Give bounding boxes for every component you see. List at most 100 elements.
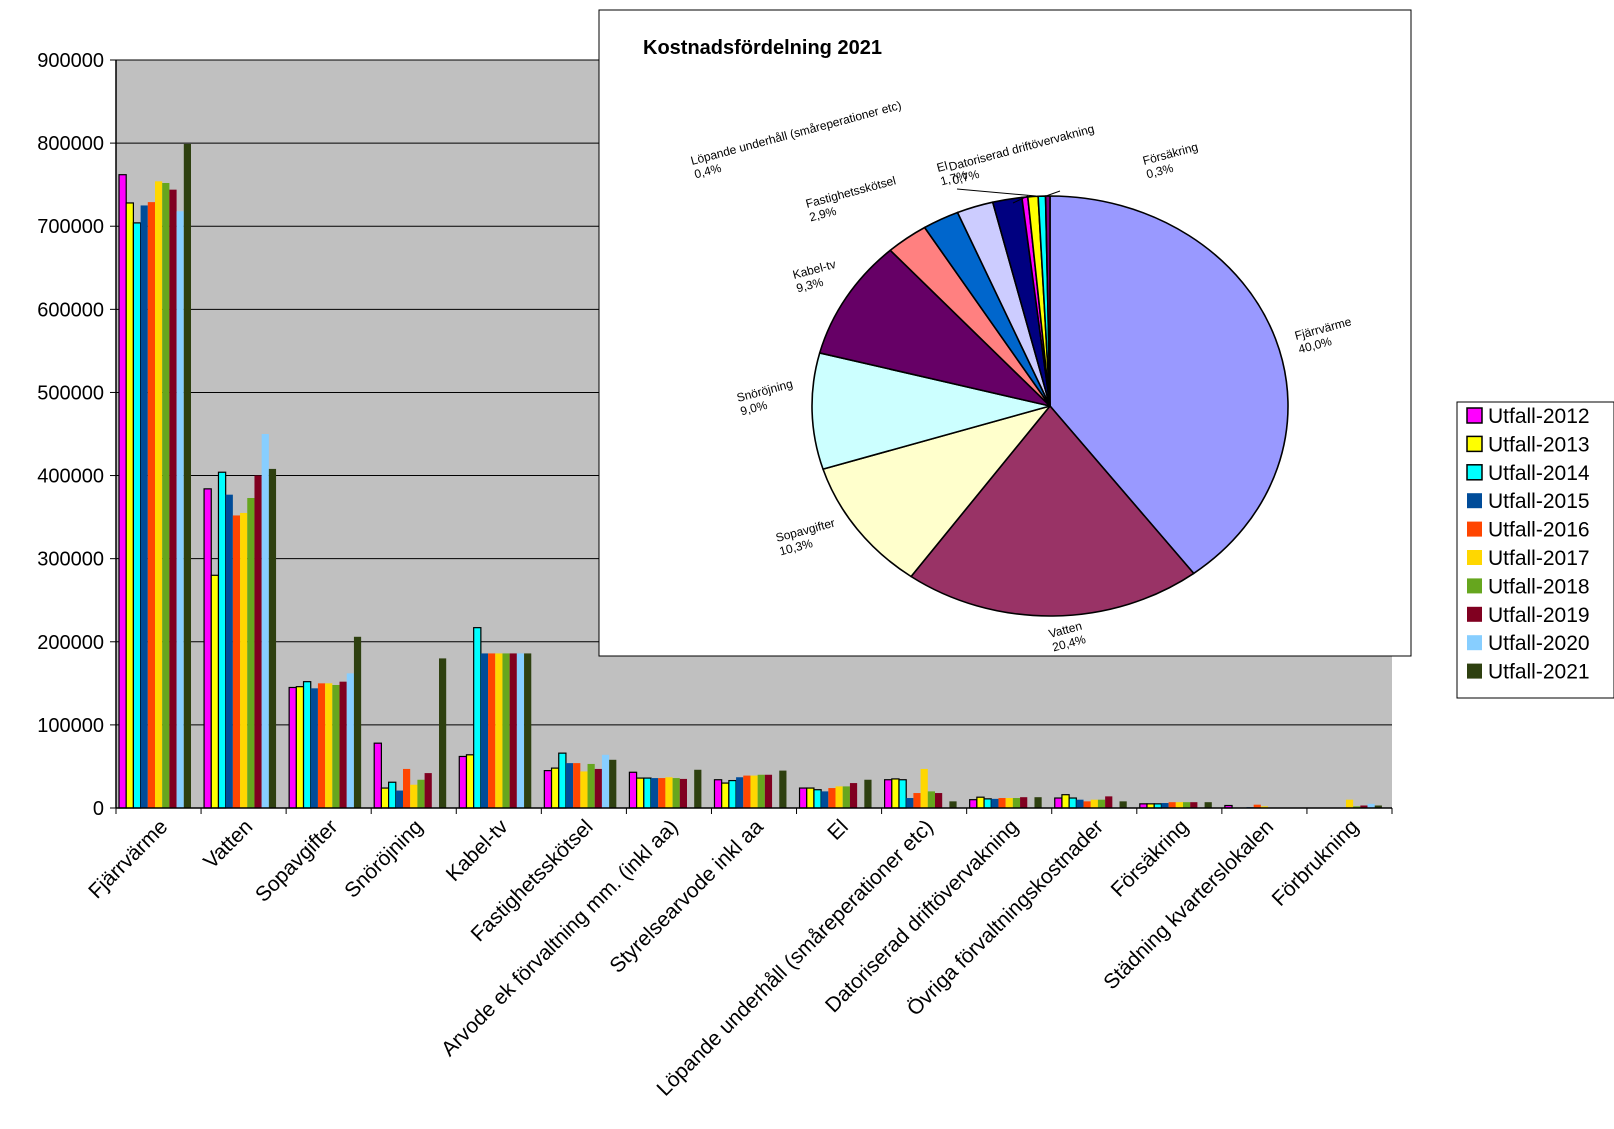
legend-swatch	[1467, 663, 1482, 679]
bar-snorojning-utfall-2019	[424, 773, 432, 808]
bar-snorojning-utfall-2018	[417, 779, 425, 808]
bar-sopavgifter-utfall-2014	[302, 681, 312, 809]
bar-kabel-tv-utfall-2018	[502, 653, 510, 808]
x-tick-label-sopavgifter: Sopavgifter	[251, 815, 342, 906]
bar-styrelsearvode-inkl-aa-utfall-2021	[779, 770, 787, 808]
bar-arvode-ek-forvaltning-mm-inkl-aa-utfall-2016	[658, 778, 666, 808]
bar-datoriserad-driftovervakning-utfall-2016	[998, 798, 1006, 808]
bar-datoriserad-driftovervakning-utfall-2015	[991, 798, 999, 808]
pie-slice-vatten	[910, 405, 1195, 617]
bar-el-utfall-2021	[864, 779, 872, 808]
bar-styrelsearvode-inkl-aa-utfall-2018	[757, 774, 765, 808]
y-tick-label: 900000	[37, 50, 104, 72]
bar-ovriga-forvaltningskostnader-utfall-2014	[1068, 797, 1077, 809]
bar-ovriga-forvaltningskostnader-utfall-2018	[1097, 799, 1106, 808]
bar-lopande-underhall-smareperationer-etc-utfall-2016	[913, 793, 921, 808]
bar-vatten-utfall-2014	[217, 471, 227, 809]
bar-styrelsearvode-inkl-aa-utfall-2016	[743, 775, 751, 808]
bar-forsakring-utfall-2017	[1175, 802, 1183, 808]
bar-arvode-ek-forvaltning-mm-inkl-aa-utfall-2019	[679, 778, 687, 808]
bar-kabel-tv-utfall-2012	[458, 755, 468, 809]
bar-sopavgifter-utfall-2015	[310, 688, 318, 808]
bar-fjarrvarme-utfall-2014	[132, 222, 142, 809]
bar-ovriga-forvaltningskostnader-utfall-2016	[1083, 801, 1091, 808]
bar-ovriga-forvaltningskostnader-utfall-2017	[1090, 799, 1098, 808]
legend-item-utfall-2020: Utfall-2020	[1467, 632, 1590, 655]
bar-snorojning-utfall-2012	[373, 742, 383, 809]
legend-label: Utfall-2015	[1488, 490, 1590, 513]
bar-fjarrvarme-utfall-2013	[125, 202, 134, 809]
bar-el-utfall-2018	[842, 786, 850, 808]
bar-el-utfall-2017	[835, 786, 843, 808]
legend-label: Utfall-2012	[1488, 405, 1590, 428]
bar-lopande-underhall-smareperationer-etc-utfall-2014	[898, 779, 907, 809]
bar-fjarrvarme-utfall-2019	[169, 189, 177, 809]
x-tick-label-vatten: Vatten	[199, 815, 257, 873]
x-tick-label-forsakring: Försäkring	[1107, 815, 1193, 901]
legend-label: Utfall-2014	[1488, 462, 1590, 485]
pie-label-percent: 0,3%	[1145, 161, 1175, 182]
pie-leader-lines	[956, 188, 1061, 204]
pie-leader-line	[1045, 190, 1061, 197]
bar-vatten-utfall-2013	[210, 574, 220, 809]
legend-swatch	[1467, 606, 1482, 622]
legend-swatch	[1466, 407, 1483, 424]
bar-snorojning-utfall-2014	[388, 781, 397, 809]
x-tick-label-fjarrvarme: Fjärrvärme	[84, 815, 172, 903]
bar-kabel-tv-utfall-2021	[524, 653, 532, 808]
bar-forbrukning-utfall-2021	[1374, 805, 1382, 808]
legend-swatch	[1466, 435, 1483, 453]
legend-swatch	[1466, 464, 1483, 481]
bar-fastighetsskotsel-utfall-2016	[573, 763, 581, 808]
bar-fastighetsskotsel-utfall-2012	[543, 769, 553, 809]
bar-sopavgifter-utfall-2013	[295, 686, 305, 809]
bar-forbrukning-utfall-2017	[1345, 799, 1354, 808]
bar-kabel-tv-utfall-2014	[473, 627, 482, 809]
bar-arvode-ek-forvaltning-mm-inkl-aa-utfall-2018	[672, 778, 680, 808]
bar-kabel-tv-utfall-2015	[480, 653, 489, 808]
bar-kabel-tv-utfall-2019	[509, 653, 517, 808]
bar-fastighetsskotsel-utfall-2015	[565, 763, 574, 808]
pie-label-percent: 1,7%	[939, 168, 969, 189]
bar-forsakring-utfall-2015	[1161, 803, 1169, 808]
bar-el-utfall-2012	[798, 787, 808, 809]
x-tick-label-kabel-tv: Kabel-tv	[442, 815, 513, 886]
legend-label: Utfall-2019	[1488, 604, 1590, 627]
bar-sopavgifter-utfall-2012	[288, 686, 297, 809]
bar-styrelsearvode-inkl-aa-utfall-2017	[750, 775, 758, 808]
bar-datoriserad-driftovervakning-utfall-2017	[1005, 798, 1013, 808]
bar-lopande-underhall-smareperationer-etc-utfall-2015	[906, 798, 914, 808]
bar-fjarrvarme-utfall-2018	[162, 183, 170, 808]
bar-snorojning-utfall-2017	[410, 784, 418, 808]
legend-item-utfall-2012: Utfall-2012	[1466, 405, 1590, 428]
bar-vatten-utfall-2018	[247, 497, 255, 808]
y-tick-label: 500000	[37, 382, 104, 404]
legend-item-utfall-2021: Utfall-2021	[1467, 661, 1590, 684]
bar-fastighetsskotsel-utfall-2014	[558, 752, 567, 809]
pie-label-percent: 9,0%	[739, 398, 769, 419]
bar-vatten-utfall-2016	[232, 515, 241, 808]
bar-fjarrvarme-utfall-2012	[118, 174, 127, 809]
bar-lopande-underhall-smareperationer-etc-utfall-2019	[935, 793, 943, 808]
legend-frame	[1456, 401, 1614, 699]
bar-el-utfall-2019	[849, 783, 858, 808]
bar-fjarrvarme-utfall-2021	[183, 143, 191, 809]
bar-arvode-ek-forvaltning-mm-inkl-aa-utfall-2015	[651, 778, 659, 808]
y-tick-label: 700000	[37, 216, 104, 238]
bar-sopavgifter-utfall-2020	[346, 673, 354, 808]
y-tick-label: 100000	[37, 715, 104, 737]
pie-slice-forsakring	[1044, 195, 1051, 407]
bar-fastighetsskotsel-utfall-2017	[580, 771, 588, 808]
pie-label-name: El	[935, 159, 949, 175]
legend-label: Utfall-2016	[1488, 519, 1590, 542]
bar-datoriserad-driftovervakning-utfall-2021	[1034, 797, 1042, 808]
pie-label-percent: 2,9%	[808, 204, 838, 225]
legend-item-utfall-2015: Utfall-2015	[1467, 490, 1590, 513]
bar-datoriserad-driftovervakning-utfall-2012	[969, 799, 978, 809]
legend-label: Utfall-2020	[1488, 632, 1590, 655]
bar-datoriserad-driftovervakning-utfall-2014	[983, 798, 992, 809]
bar-styrelsearvode-inkl-aa-utfall-2019	[764, 774, 773, 808]
x-tick-label-forbrukning: Förbrukning	[1268, 815, 1364, 911]
bar-fjarrvarme-utfall-2015	[140, 205, 148, 808]
